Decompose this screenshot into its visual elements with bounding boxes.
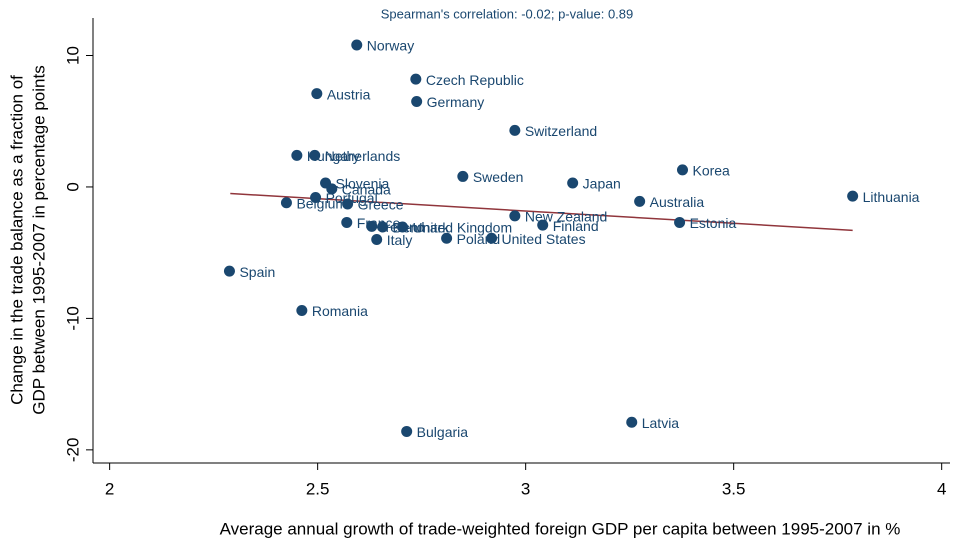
- point: [411, 96, 423, 108]
- point-label: Sweden: [473, 169, 524, 185]
- point-label: Netherlands: [325, 148, 401, 164]
- point: [280, 197, 292, 209]
- point: [309, 149, 321, 161]
- point-label: United States: [502, 231, 586, 247]
- point: [626, 416, 638, 428]
- y-tick-label: 10: [63, 46, 82, 65]
- point: [441, 232, 453, 244]
- point: [634, 195, 646, 207]
- point-label: Slovenia: [336, 176, 390, 192]
- point: [457, 170, 469, 182]
- point-label: Norway: [367, 38, 414, 54]
- y-tick-label: -20: [63, 438, 82, 463]
- point-label: Austria: [327, 86, 371, 102]
- y-axis-label: Change in the trade balance as a fractio…: [7, 75, 26, 405]
- point: [410, 73, 422, 85]
- point: [341, 216, 353, 228]
- point-label: Greece: [358, 197, 404, 213]
- fit-line: [230, 192, 853, 232]
- point-label: Canada: [342, 182, 391, 198]
- x-tick-label: 3: [521, 479, 530, 498]
- point: [509, 124, 521, 136]
- y-tick-label: 0: [63, 182, 82, 191]
- point: [401, 425, 413, 437]
- point: [676, 164, 688, 176]
- point-label: Switzerland: [525, 123, 597, 139]
- x-tick-label: 4: [937, 479, 946, 498]
- point-label: Italy: [387, 232, 413, 248]
- point: [847, 190, 859, 202]
- point: [351, 39, 363, 51]
- point-label: Korea: [692, 163, 730, 179]
- point-label: Japan: [583, 176, 621, 192]
- point: [223, 265, 235, 277]
- point-label: Portugal: [326, 190, 378, 206]
- point-label: Bulgaria: [417, 424, 469, 440]
- y-axis-label: GDP between 1995-2007 in percentage poin…: [29, 65, 48, 414]
- x-tick-label: 3.5: [722, 479, 746, 498]
- chart-title: Spearman's correlation: -0.02; p-value: …: [381, 6, 634, 21]
- point-label: Australia: [650, 194, 705, 210]
- point-label: Finland: [553, 218, 599, 234]
- x-tick-label: 2: [105, 479, 114, 498]
- x-tick-label: 2.5: [306, 479, 330, 498]
- x-axis-label: Average annual growth of trade-weighted …: [220, 519, 901, 538]
- point-label: Hungary: [307, 148, 360, 164]
- point-label: Germany: [427, 94, 485, 110]
- point: [366, 220, 378, 232]
- point: [291, 149, 303, 161]
- point: [371, 234, 383, 246]
- point-label: Romania: [312, 303, 368, 319]
- point: [342, 198, 354, 210]
- point: [567, 177, 579, 189]
- point-label: United Kingdom: [413, 220, 513, 236]
- point-label: Lithuania: [863, 189, 920, 205]
- point: [537, 219, 549, 231]
- point-label: Denmark: [393, 220, 451, 236]
- point-label: Estonia: [690, 215, 737, 231]
- point: [296, 305, 308, 317]
- point: [326, 183, 338, 195]
- point: [377, 221, 389, 233]
- point: [674, 216, 686, 228]
- point-label: Czech Republic: [426, 72, 524, 88]
- point-label: Belgium: [296, 195, 347, 211]
- point: [311, 88, 323, 100]
- y-tick-label: -10: [63, 306, 82, 331]
- point: [509, 210, 521, 222]
- point-label: Spain: [239, 264, 275, 280]
- point: [310, 191, 322, 203]
- point-label: Latvia: [642, 415, 680, 431]
- point: [486, 232, 498, 244]
- point: [397, 221, 409, 233]
